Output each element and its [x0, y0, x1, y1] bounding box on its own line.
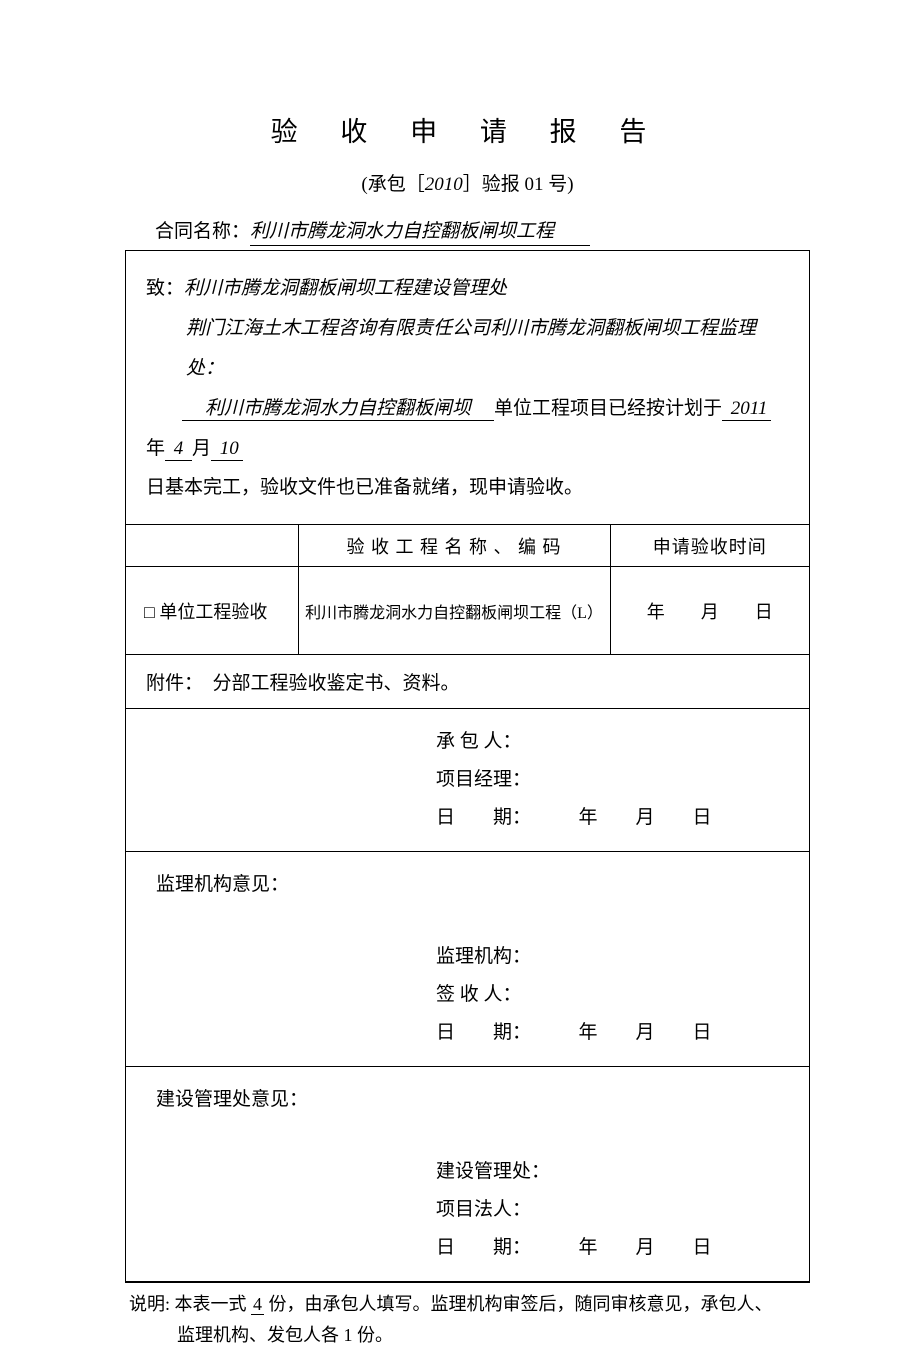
cell-accept-type: □ 单位工程验收	[126, 567, 298, 655]
contract-name-line: 合同名称：利川市腾龙洞水力自控翻板闸坝工程	[125, 216, 810, 246]
management-sig-lines: 建设管理处： 项目法人： 日 期： 年 月 日	[156, 1153, 789, 1267]
footer-note: 说明: 本表一式 4 份，由承包人填写。监理机构审签后，随同审核意见，承包人、 …	[125, 1283, 810, 1350]
intro-mid: 单位工程项目已经按计划于	[494, 398, 722, 419]
acceptance-table: 验 收 工 程 名 称 、 编 码 申请验收时间 □ 单位工程验收 利川市腾龙洞…	[126, 524, 809, 709]
plan-day: 10	[211, 438, 243, 461]
month-label: 月	[192, 438, 211, 459]
attachment-row: 附件： 分部工程验收鉴定书、资料。	[126, 655, 809, 709]
supervisor-org-label: 监理机构：	[436, 938, 789, 976]
contractor-date: 日 期： 年 月 日	[436, 799, 789, 837]
to-label: 致：	[146, 278, 184, 299]
addressee-line-2: 荆门江海土木工程咨询有限责任公司利川市腾龙洞翻板闸坝工程监理处：	[146, 309, 789, 389]
receiver-label: 签 收 人：	[436, 976, 789, 1014]
contract-value: 利川市腾龙洞水力自控翻板闸坝工程	[250, 216, 590, 246]
management-office-label: 建设管理处：	[436, 1153, 789, 1191]
note-1a: 说明: 本表一式	[129, 1294, 251, 1314]
management-opinion-heading: 建设管理处意见：	[156, 1081, 789, 1119]
contractor-label: 承 包 人：	[436, 723, 789, 761]
management-signature-block: 建设管理处意见： 建设管理处： 项目法人： 日 期： 年 月 日	[126, 1066, 809, 1281]
addressee-line-1: 致：利川市腾龙洞翻板闸坝工程建设管理处	[146, 269, 789, 309]
subtitle-year: 2010	[425, 174, 463, 195]
supervisor-opinion-heading: 监理机构意见：	[156, 866, 789, 904]
supervisor-date: 日 期： 年 月 日	[436, 1014, 789, 1052]
project-fill: 利川市腾龙洞水力自控翻板闸坝	[182, 398, 494, 421]
addressee-2: 荆门江海土木工程咨询有限责任公司利川市腾龙洞翻板闸坝工程监理处：	[186, 318, 756, 379]
note-copies: 4	[251, 1294, 264, 1315]
plan-month: 4	[165, 438, 192, 461]
apply-date-value: 年 月 日	[647, 602, 773, 622]
supervisor-signature-block: 监理机构意见： 监理机构： 签 收 人： 日 期： 年 月 日	[126, 851, 809, 1066]
contract-label: 合同名称：	[155, 221, 250, 242]
page-title: 验 收 申 请 报 告	[125, 110, 810, 149]
main-form-box: 致：利川市腾龙洞翻板闸坝工程建设管理处 荆门江海土木工程咨询有限责任公司利川市腾…	[125, 250, 810, 1283]
intro-body: 利川市腾龙洞水力自控翻板闸坝 单位工程项目已经按计划于 2011 年 4 月 1…	[146, 389, 789, 509]
contractor-signature-block: 承 包 人： 项目经理： 日 期： 年 月 日	[126, 709, 809, 851]
cell-project-name: 利川市腾龙洞水力自控翻板闸坝工程（L）	[298, 567, 610, 655]
supervisor-sig-lines: 监理机构： 签 收 人： 日 期： 年 月 日	[156, 938, 789, 1052]
pm-label: 项目经理：	[436, 761, 789, 799]
subtitle-suffix: ］验报 01 号)	[463, 174, 574, 195]
year-label: 年	[146, 438, 165, 459]
management-date: 日 期： 年 月 日	[436, 1229, 789, 1267]
header-col3: 申请验收时间	[610, 525, 809, 567]
header-col2: 验 收 工 程 名 称 、 编 码	[298, 525, 610, 567]
table-header-row: 验 收 工 程 名 称 、 编 码 申请验收时间	[126, 525, 809, 567]
subtitle-prefix: (承包［	[361, 174, 424, 195]
note-line-1: 说明: 本表一式 4 份，由承包人填写。监理机构审签后，随同审核意见，承包人、	[129, 1289, 810, 1320]
attachment-text: 附件： 分部工程验收鉴定书、资料。	[126, 655, 809, 709]
addressee-1: 利川市腾龙洞翻板闸坝工程建设管理处	[184, 278, 507, 299]
note-line-2: 监理机构、发包人各 1 份。	[129, 1320, 810, 1351]
accept-type-text: 单位工程验收	[155, 602, 268, 622]
intro-block: 致：利川市腾龙洞翻板闸坝工程建设管理处 荆门江海土木工程咨询有限责任公司利川市腾…	[126, 251, 809, 524]
document-page: 验 收 申 请 报 告 (承包［2010］验报 01 号) 合同名称：利川市腾龙…	[0, 0, 920, 1351]
intro-tail: 日基本完工，验收文件也已准备就绪，现申请验收。	[146, 477, 583, 498]
note-1b: 份，由承包人填写。监理机构审签后，随同审核意见，承包人、	[264, 1294, 773, 1314]
checkbox-icon[interactable]: □	[144, 602, 155, 622]
contractor-sig-lines: 承 包 人： 项目经理： 日 期： 年 月 日	[156, 723, 789, 837]
plan-year: 2011	[722, 398, 771, 421]
header-col1-empty	[126, 525, 298, 567]
cell-apply-date: 年 月 日	[610, 567, 809, 655]
legal-person-label: 项目法人：	[436, 1191, 789, 1229]
table-row: □ 单位工程验收 利川市腾龙洞水力自控翻板闸坝工程（L） 年 月 日	[126, 567, 809, 655]
doc-number: (承包［2010］验报 01 号)	[125, 169, 810, 196]
